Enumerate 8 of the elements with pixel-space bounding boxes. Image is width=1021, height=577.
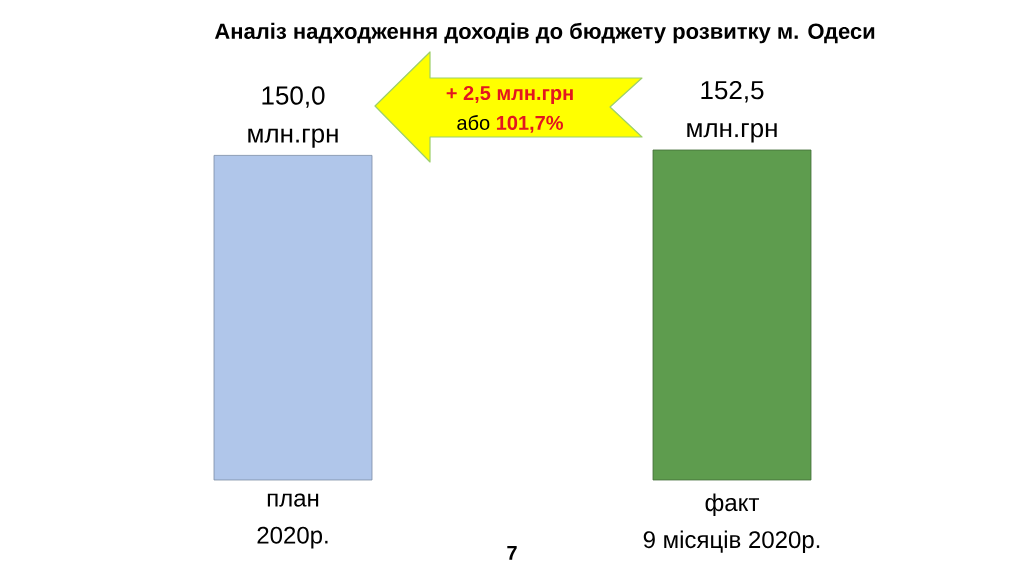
text: 7 <box>507 546 517 560</box>
text: + 2,5 млн.грн <box>446 85 573 105</box>
x-tick-label: план 2020р. <box>257 493 328 549</box>
data-label: 152,5 млн.грн <box>687 80 777 143</box>
data-label: 150,0 млн.грн <box>248 86 338 148</box>
x-tick-label: факт 9 місяців 2020р. <box>643 493 820 553</box>
text: або 101,7% <box>457 115 564 133</box>
chart-title: Аналіз надходження доходів до бюджету розвитку м. Одеси <box>214 22 875 44</box>
